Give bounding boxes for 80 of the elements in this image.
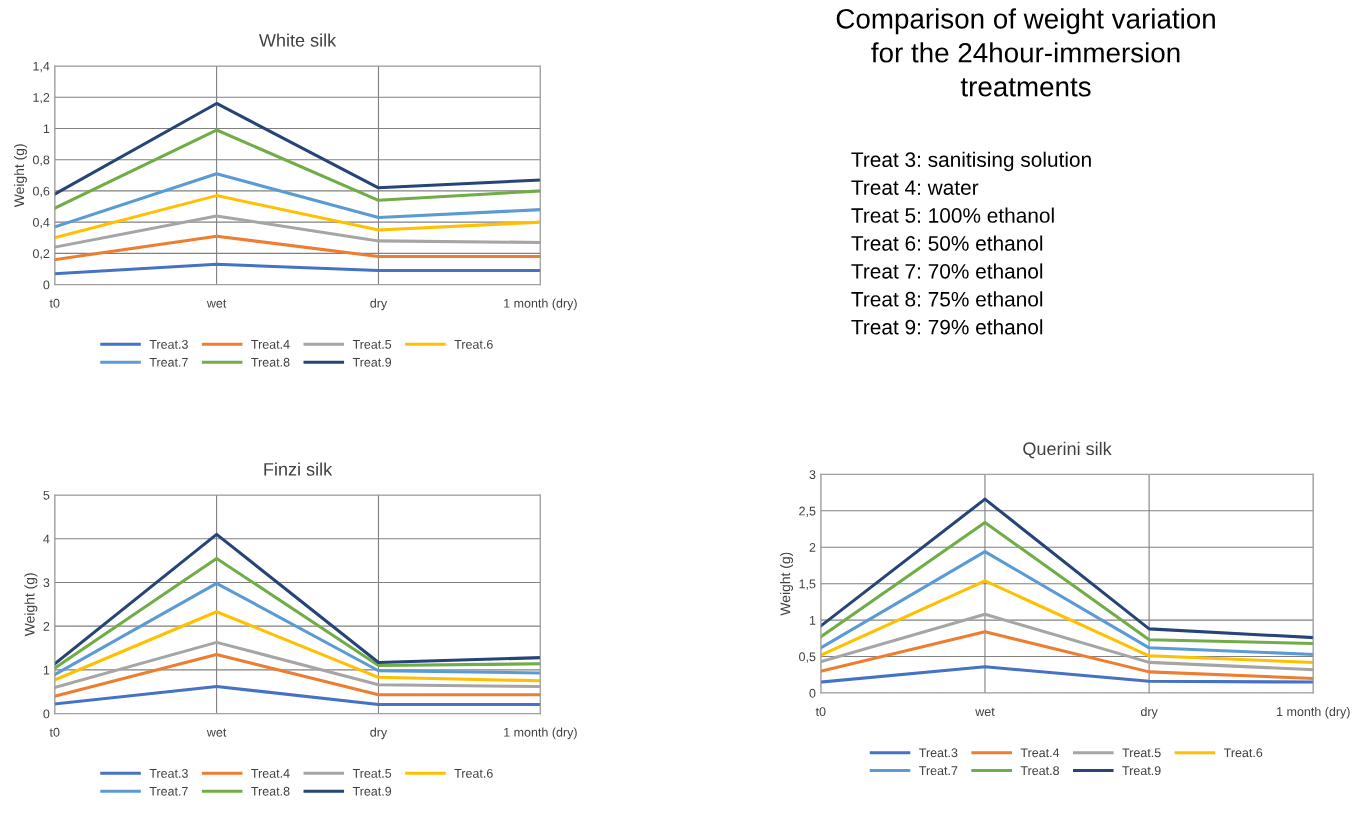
legend-label: Treat.3 <box>919 748 958 758</box>
legend-label: Treat.7 <box>149 357 188 367</box>
text: Treat 7: 70% ethanol <box>851 263 1043 279</box>
y-tick-label: 1,4 <box>33 61 50 73</box>
text: Treat 4: water <box>851 180 979 195</box>
chart-title: Finzi silk <box>264 462 333 476</box>
legend-label: Treat.6 <box>1223 748 1263 758</box>
y-axis-title: Weight (g) <box>24 573 38 637</box>
y-tick-label: 3 <box>43 578 50 588</box>
y-tick-label: 5 <box>43 490 50 500</box>
y-tick-label: 2,5 <box>799 506 816 517</box>
x-tick-label: t0 <box>49 298 60 308</box>
line-series <box>54 610 541 683</box>
text: Treat 8: 75% ethanol <box>851 291 1043 307</box>
x-tick-label: wet <box>206 299 227 308</box>
line-series <box>820 579 1314 664</box>
line-series <box>820 520 1314 645</box>
line-series <box>54 556 541 670</box>
y-tick-label: 0,5 <box>799 652 816 663</box>
legend-label: Treat.5 <box>352 769 392 778</box>
y-axis-title: Weight (g) <box>13 144 27 208</box>
legend-label: Treat.4 <box>1020 748 1060 758</box>
legend-label: Treat.3 <box>149 768 188 778</box>
text: Treat 5: 100% ethanol <box>851 207 1054 223</box>
line-series <box>54 581 541 677</box>
legend-label: Treat.5 <box>352 340 392 349</box>
y-tick-label: 0,4 <box>32 217 50 229</box>
legend-label: Treat.6 <box>454 768 493 778</box>
line-series <box>54 194 541 240</box>
legend-label: Treat.8 <box>251 786 290 796</box>
line-series <box>820 630 1314 680</box>
legend-label: Treat.8 <box>1020 766 1059 776</box>
y-tick-label: 2 <box>43 621 50 631</box>
y-tick-label: 0,6 <box>32 186 50 198</box>
chart-title: White silk <box>259 33 337 47</box>
legend-label: Treat.9 <box>1122 766 1161 776</box>
x-tick-label: 1 month (dry) <box>504 298 577 311</box>
line-series <box>54 128 541 210</box>
y-tick-label: 2 <box>809 543 816 552</box>
y-tick-label: 4 <box>43 534 50 544</box>
legend-label: Treat.5 <box>1122 748 1161 758</box>
x-tick-label: wet <box>975 707 995 717</box>
legend-label: Treat.6 <box>454 339 493 349</box>
x-tick-label: wet <box>206 728 227 737</box>
y-tick-label: 1 <box>43 665 50 675</box>
line-series <box>820 497 1314 640</box>
text: Comparison of weight variation for the 24hour-immersion treatments <box>836 8 1215 97</box>
line-series <box>54 172 541 229</box>
text: Treat 9: 79% ethanol <box>851 319 1043 335</box>
legend-label: Treat.9 <box>352 357 392 367</box>
legend-label: Treat.9 <box>352 786 392 796</box>
legend-label: Treat.8 <box>251 357 290 367</box>
y-tick-label: 0 <box>43 709 50 719</box>
line-series <box>54 101 541 196</box>
text: Treat 3: sanitising solution <box>851 151 1091 172</box>
legend-label: Treat.4 <box>251 769 290 778</box>
x-tick-label: 1 month (dry) <box>1277 706 1350 719</box>
legend-label: Treat.7 <box>919 766 958 776</box>
text: Treat 6: 50% ethanol <box>851 235 1043 251</box>
x-tick-label: t0 <box>49 727 60 737</box>
y-tick-label: 3 <box>809 470 816 480</box>
y-tick-label: 0,8 <box>32 155 50 166</box>
legend-label: Treat.4 <box>251 340 290 349</box>
y-tick-label: 1 <box>43 124 50 133</box>
x-tick-label: t0 <box>815 707 826 717</box>
y-tick-label: 0 <box>809 688 816 698</box>
y-tick-label: 0,2 <box>32 249 50 260</box>
y-tick-label: 1 <box>809 616 816 625</box>
x-tick-label: dry <box>370 298 388 311</box>
legend-label: Treat.7 <box>149 786 188 796</box>
y-tick-label: 0 <box>43 280 50 290</box>
y-tick-label: 1,2 <box>33 93 50 104</box>
y-axis-title: Weight (g) <box>780 552 794 616</box>
y-tick-label: 1,5 <box>799 579 816 590</box>
x-tick-label: dry <box>370 727 388 740</box>
x-tick-label: 1 month (dry) <box>504 727 577 740</box>
x-tick-label: dry <box>1140 706 1158 719</box>
line-series <box>54 532 541 666</box>
legend-label: Treat.3 <box>149 339 188 349</box>
chart-title: Querini silk <box>1023 441 1112 459</box>
